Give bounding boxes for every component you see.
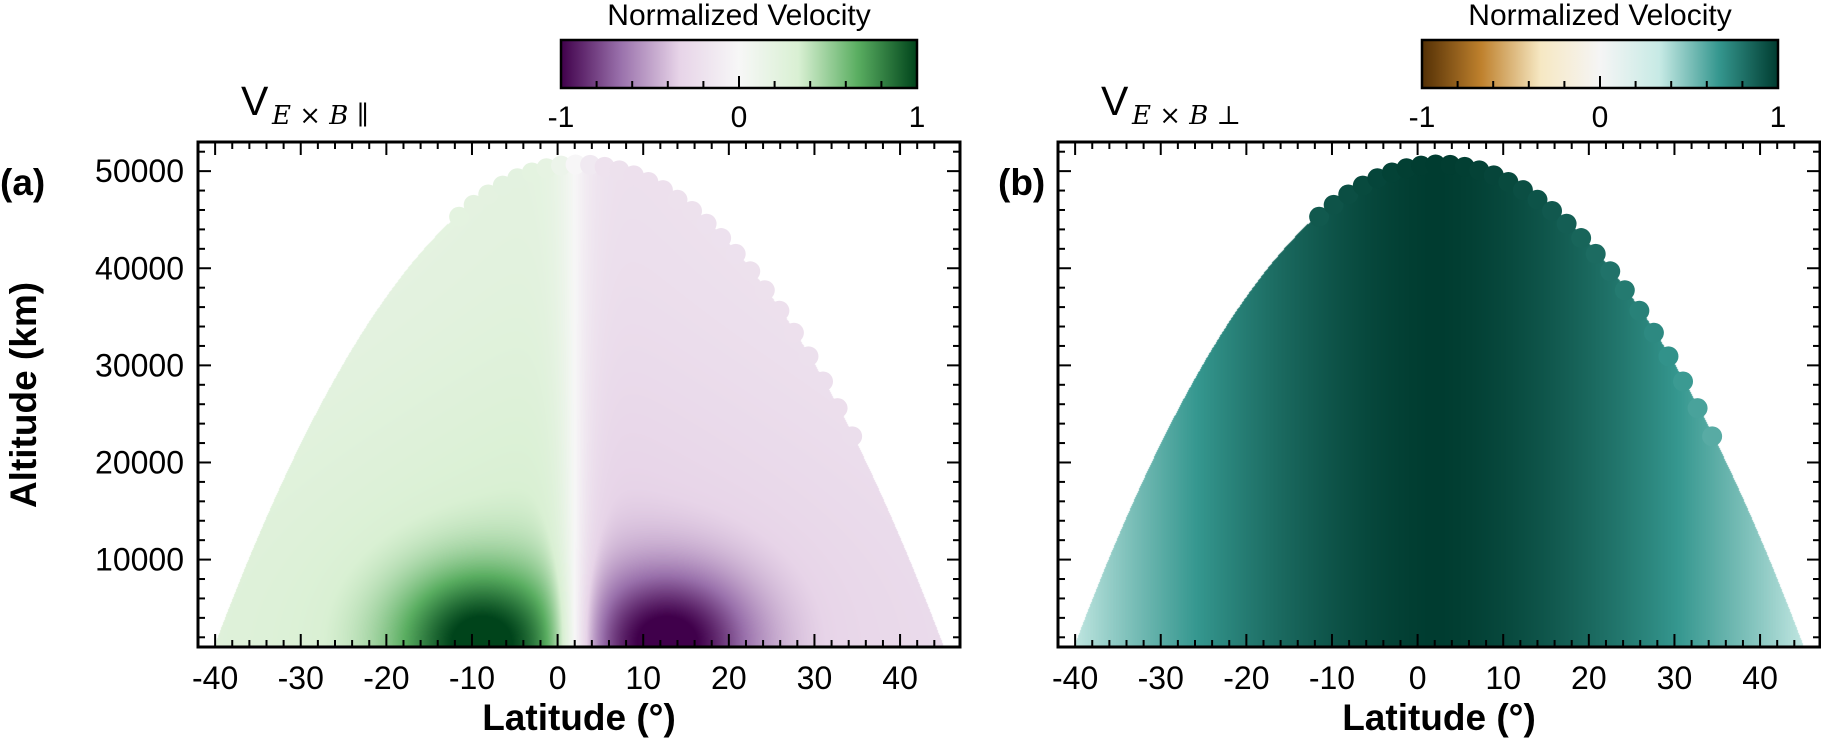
x-tick-label: 30 <box>1657 660 1693 696</box>
envelope-bump <box>1323 194 1344 215</box>
envelope-bump <box>725 243 746 264</box>
envelope-bump <box>1629 300 1650 321</box>
x-tick-label: -30 <box>1138 660 1184 696</box>
colorbar: -1 0 1 Normalized Velocity <box>1409 0 1787 134</box>
envelope-bump <box>1425 154 1446 175</box>
envelope-bump <box>449 206 470 227</box>
envelope-bump <box>1498 171 1519 192</box>
envelope-bump <box>1585 243 1606 264</box>
colorbar: -1 0 1 Normalized Velocity <box>548 0 926 134</box>
envelope-bump <box>1600 261 1621 282</box>
y-tick-label: 40000 <box>95 250 184 286</box>
x-tick-label: -20 <box>363 660 409 696</box>
x-tick-label: 0 <box>549 660 567 696</box>
colorbar-tick-label: 1 <box>1770 101 1787 134</box>
envelope-bump <box>1687 398 1708 419</box>
chart-title-subscript: E × B ⊥ <box>1131 101 1241 131</box>
envelope-bumps <box>1309 154 1723 447</box>
envelope-bump <box>783 322 804 343</box>
envelope-bump <box>798 346 819 367</box>
envelope-bump <box>1440 154 1461 175</box>
y-tick-label: 10000 <box>95 542 184 578</box>
y-axis: 10000 20000 30000 40000 50000 Altitude (km) <box>3 150 960 639</box>
envelope-bump <box>652 180 673 201</box>
envelope-bump <box>1542 200 1563 221</box>
x-tick-label: -40 <box>1052 660 1098 696</box>
envelope-bump <box>565 154 586 175</box>
envelope-bump <box>1309 206 1330 227</box>
envelope-bump <box>754 280 775 301</box>
envelope-bump <box>667 189 688 210</box>
chart-title: V <box>1101 78 1129 124</box>
chart-title-subscript: E × B ∥ <box>271 101 369 131</box>
axes-frame <box>196 140 962 649</box>
heatmap-field <box>1058 142 1820 647</box>
envelope-bump <box>1338 184 1359 205</box>
y-tick-label: 50000 <box>95 153 184 189</box>
x-axis-label: Latitude (°) <box>482 697 676 738</box>
envelope-bump <box>827 398 848 419</box>
colorbar-tick-label: -1 <box>1409 101 1436 134</box>
y-axis-label: Altitude (km) <box>3 282 44 508</box>
x-tick-label: 20 <box>1571 660 1607 696</box>
envelope-bump <box>696 213 717 234</box>
envelope-bump <box>478 184 499 205</box>
envelope-bump <box>1702 426 1723 447</box>
envelope-bump <box>1512 180 1533 201</box>
envelope-bump <box>551 155 572 176</box>
envelope-bump <box>580 154 601 175</box>
x-tick-label: 20 <box>711 660 747 696</box>
x-tick-label: 10 <box>1485 660 1521 696</box>
envelope-bump <box>1658 346 1679 367</box>
colorbar-title: Normalized Velocity <box>1468 0 1731 32</box>
envelope-bumps <box>449 154 863 447</box>
x-tick-label: 40 <box>882 660 918 696</box>
x-tick-label: -20 <box>1223 660 1269 696</box>
envelope-bump <box>769 300 790 321</box>
envelope-bump <box>1571 228 1592 249</box>
x-tick-label: 40 <box>1742 660 1778 696</box>
x-tick-label: 0 <box>1409 660 1427 696</box>
envelope-bump <box>1411 155 1432 176</box>
envelope-bump <box>682 200 703 221</box>
y-tick-label: 30000 <box>95 347 184 383</box>
envelope-bump <box>1527 189 1548 210</box>
x-tick-label: 30 <box>797 660 833 696</box>
colorbar-tick-label: 0 <box>731 101 748 134</box>
colorbar-tick-label: -1 <box>548 101 575 134</box>
x-tick-label: -10 <box>449 660 495 696</box>
colorbar-title: Normalized Velocity <box>607 0 870 32</box>
axes-frame <box>1056 140 1821 649</box>
x-axis: -40 -30 -20 -10 0 10 20 30 40 Latitude (°) <box>1052 142 1796 738</box>
x-axis: -40 -30 -20 -10 0 10 20 30 40 Latitude (°) <box>192 142 936 738</box>
envelope-bump <box>842 426 863 447</box>
envelope-bump <box>1614 280 1635 301</box>
envelope-bump <box>1673 371 1694 392</box>
envelope-bump <box>740 261 761 282</box>
x-tick-label: -40 <box>192 660 238 696</box>
y-axis <box>1058 150 1820 639</box>
envelope-bump <box>1556 213 1577 234</box>
colorbar-tick-label: 0 <box>1592 101 1609 134</box>
x-axis-label: Latitude (°) <box>1342 697 1536 738</box>
envelope-bump <box>1643 322 1664 343</box>
x-tick-label: -30 <box>278 660 324 696</box>
colorbar-tick-label: 1 <box>909 101 926 134</box>
x-tick-label: 10 <box>625 660 661 696</box>
envelope-bump <box>463 194 484 215</box>
panel-label: (a) <box>0 162 45 203</box>
panel-label: (b) <box>998 162 1045 203</box>
envelope-bump <box>711 228 732 249</box>
chart-title: V <box>241 78 269 124</box>
x-tick-label: -10 <box>1309 660 1355 696</box>
heatmap-field <box>198 142 960 647</box>
y-tick-label: 20000 <box>95 444 184 480</box>
envelope-bump <box>638 171 659 192</box>
envelope-bump <box>813 371 834 392</box>
